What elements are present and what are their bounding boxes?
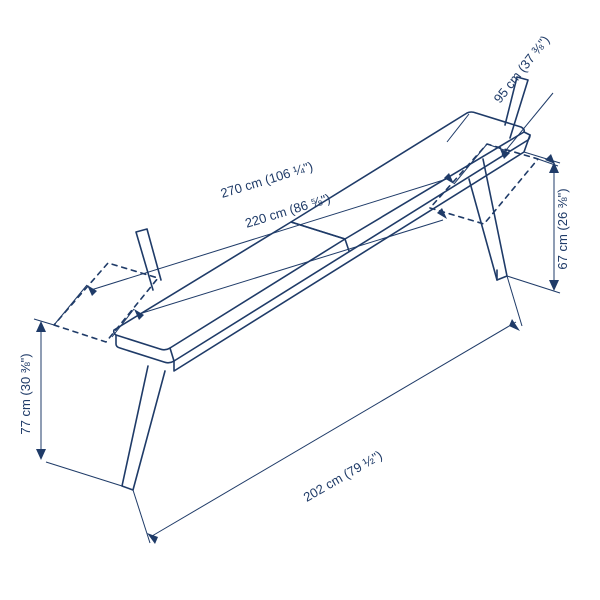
table-top (114, 112, 530, 363)
dim-underside-height: 67 cm (26 ⅜") (507, 152, 570, 293)
dim-table-length: 220 cm (86 ⅝") (112, 114, 469, 337)
dim-leg-span: 202 cm (79 ½") (133, 276, 522, 544)
dim-underside-height-label: 67 cm (26 ⅜") (555, 188, 570, 269)
dim-leg-span-label: 202 cm (79 ½") (301, 447, 385, 504)
dim-table-depth-label: 95 cm (37 ⅜") (491, 33, 553, 106)
dim-total-height-label: 77 cm (30 ⅜") (18, 353, 33, 434)
dim-total-height: 77 cm (30 ⅜") (18, 319, 122, 486)
apron (174, 135, 530, 371)
dim-extended-length-label: 270 cm (106 ¼") (219, 159, 315, 201)
extension-leaf-left (54, 263, 158, 342)
table-legs (122, 77, 528, 490)
dim-extended-length: 270 cm (106 ¼") (54, 144, 487, 325)
table-dimension-diagram: 270 cm (106 ¼") 220 cm (86 ⅝") 95 cm (37… (0, 0, 600, 600)
table-drawing (54, 77, 538, 490)
